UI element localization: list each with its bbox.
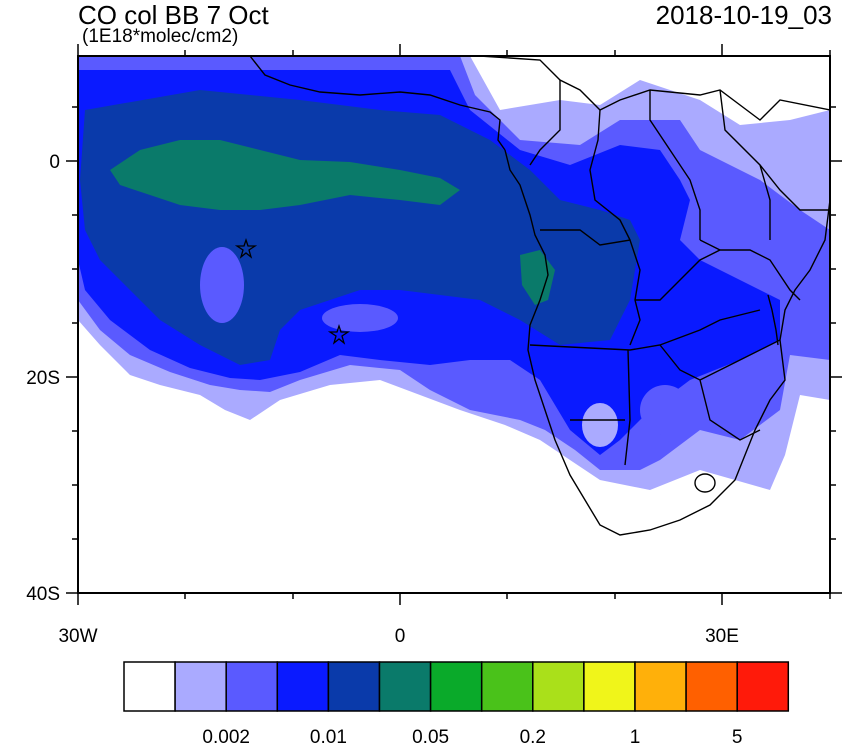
- map-units: (1E18*molec/cm2): [82, 26, 239, 47]
- colorbar-swatch: [276, 661, 330, 712]
- colorbar-swatch: [327, 661, 381, 712]
- colorbar-swatch: [378, 661, 432, 712]
- colorbar-label: 1: [630, 727, 641, 747]
- star-marker: [234, 237, 258, 259]
- map-title: CO col BB 7 Oct: [78, 0, 269, 30]
- contour-pocket-4: [582, 403, 618, 447]
- lat-label-0: 0: [49, 152, 60, 173]
- colorbar-swatch: [685, 661, 738, 712]
- colorbar-label: 0.01: [310, 727, 347, 747]
- colorbar-labels: 0.002 0.01 0.05 0.2 1 5: [202, 727, 742, 747]
- lon-label-30e: 30E: [705, 626, 739, 647]
- co-field: [78, 56, 830, 593]
- colorbar-label: 5: [732, 727, 743, 747]
- lon-ticks: [77, 44, 831, 605]
- contour-pocket-3: [640, 385, 690, 435]
- colorbar-label: 0.002: [202, 727, 250, 747]
- colorbar-label: 0.2: [520, 727, 546, 747]
- colorbar-label: 0.05: [412, 727, 449, 747]
- plot-frame: [77, 55, 831, 594]
- lon-label-30w: 30W: [58, 626, 97, 647]
- lat-label-20s: 20S: [26, 368, 60, 389]
- lat-ticks: [66, 106, 842, 594]
- colorbar-swatch: [225, 661, 279, 712]
- colorbar-swatch: [583, 661, 636, 712]
- colorbar-swatch: [480, 661, 534, 712]
- coastlines: [249, 56, 830, 536]
- colorbar-swatch: [174, 661, 227, 712]
- contour-teal: [110, 140, 460, 210]
- colorbar-swatch: [736, 661, 790, 712]
- lat-label-40s: 40S: [26, 584, 60, 605]
- site-markers: [234, 237, 351, 345]
- contour-pocket-1: [200, 247, 244, 323]
- colorbar-swatch: [123, 661, 176, 712]
- colorbar-swatch: [634, 661, 687, 712]
- lon-label-0: 0: [395, 626, 406, 647]
- star-marker: [327, 323, 351, 345]
- colorbar: [123, 661, 790, 712]
- colorbar-swatch: [429, 661, 483, 712]
- contour-pocket-2: [322, 304, 398, 332]
- map-timestamp: 2018-10-19_03: [655, 0, 832, 30]
- colorbar-swatch: [532, 661, 585, 712]
